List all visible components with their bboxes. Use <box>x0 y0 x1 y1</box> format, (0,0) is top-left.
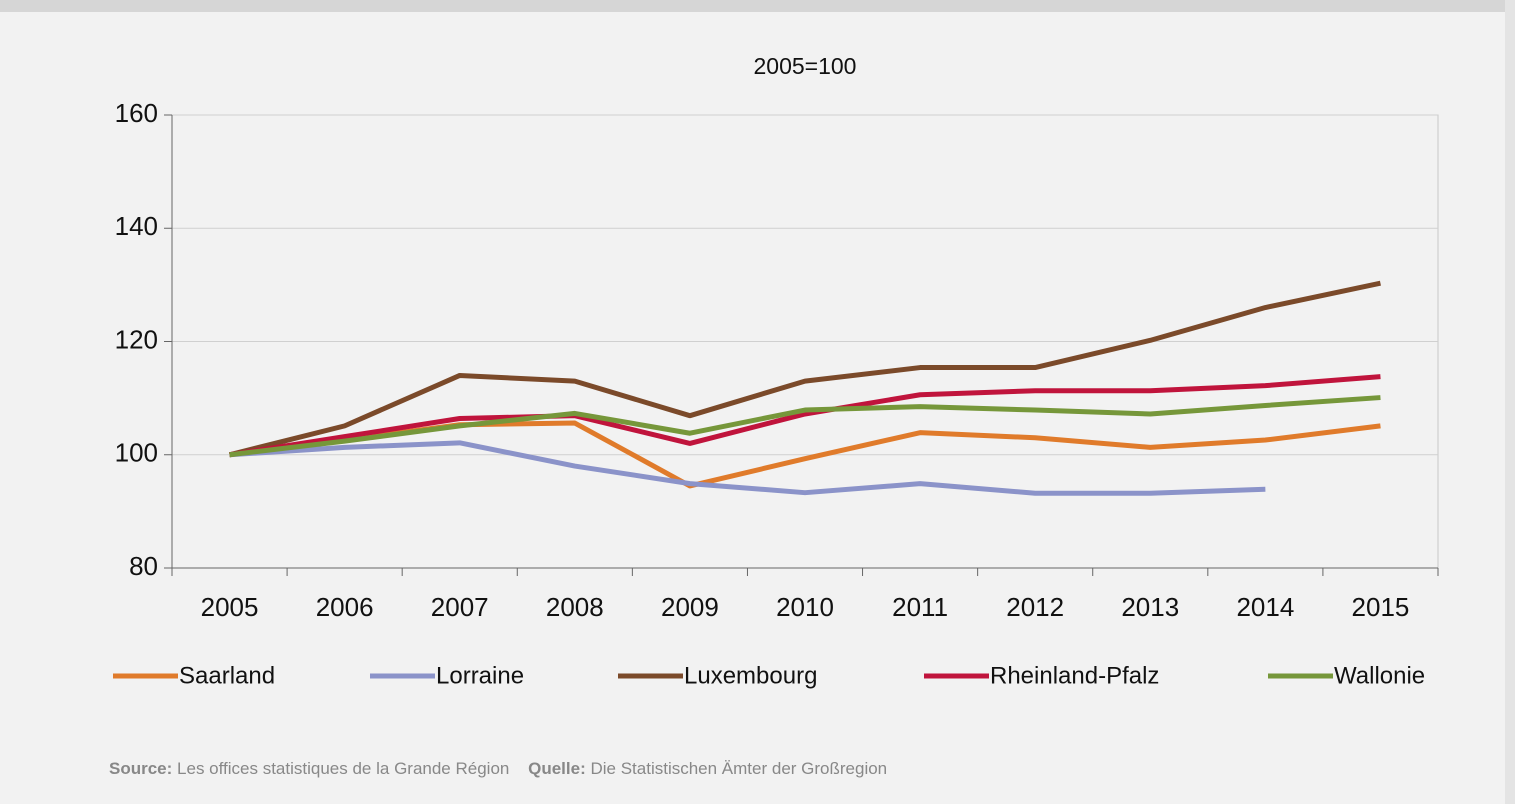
series-line <box>229 374 1381 458</box>
chart-subtitle: 2005=100 <box>754 53 857 79</box>
y-tick-label: 160 <box>115 98 158 128</box>
scrollbar <box>1505 0 1515 804</box>
y-tick-label: 100 <box>115 438 158 468</box>
x-tick-label: 2014 <box>1236 592 1294 622</box>
legend-label: Rheinland-Pfalz <box>990 662 1159 689</box>
x-tick-label: 2015 <box>1352 592 1410 622</box>
x-tick-label: 2005 <box>201 592 259 622</box>
legend-label: Saarland <box>179 662 275 689</box>
x-tick-label: 2013 <box>1121 592 1179 622</box>
y-tick-label: 80 <box>129 551 158 581</box>
legend-label: Lorraine <box>436 662 524 689</box>
series-line <box>229 395 1381 458</box>
source-label: Source: <box>109 759 172 778</box>
x-tick-label: 2010 <box>776 592 834 622</box>
source-text: Les offices statistiques de la Grande Ré… <box>177 759 509 778</box>
quelle-label: Quelle: <box>528 759 586 778</box>
quelle-text: Die Statistischen Ämter der Großregion <box>590 759 887 778</box>
x-tick-label: 2008 <box>546 592 604 622</box>
header-bar <box>0 0 1515 12</box>
y-tick-label: 120 <box>115 324 158 354</box>
plot: 80 100 120 140 160 2005 2006 2007 2008 2009 2010 20… <box>113 98 1439 689</box>
x-tick-label: 2012 <box>1006 592 1064 622</box>
y-tick-label: 140 <box>115 211 158 241</box>
legend-label: Wallonie <box>1334 662 1425 689</box>
series-line <box>229 440 1266 496</box>
x-tick-label: 2007 <box>431 592 489 622</box>
x-tick-label: 2011 <box>892 592 948 622</box>
x-tick-label: 2009 <box>661 592 719 622</box>
legend-label: Luxembourg <box>684 662 817 689</box>
footer: Source: Les offices statistiques de la G… <box>109 759 887 778</box>
series-line <box>228 280 1381 458</box>
x-tick-label: 2006 <box>316 592 374 622</box>
